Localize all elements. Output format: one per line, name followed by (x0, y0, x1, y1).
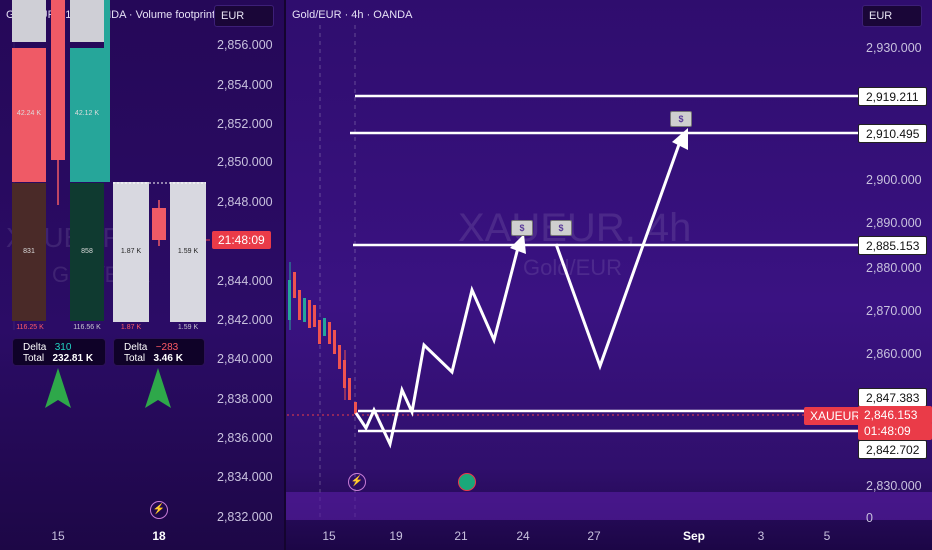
main-chart-panel[interactable] (286, 0, 932, 550)
right-chart-title: Gold/EUR · 4h · OANDA (292, 9, 413, 21)
right-watermark-symbol: XAUEUR, 4h (458, 206, 692, 250)
lightning-icon[interactable]: ⚡ (348, 473, 366, 491)
left-price-label: 2,836.000 (217, 431, 273, 445)
level-label-3[interactable]: 2,885.153 (858, 236, 928, 255)
right-price-label: 2,900.000 (866, 173, 922, 187)
fp-c2-total: 116.56 K (73, 324, 101, 331)
right-date-label: 19 (389, 529, 403, 543)
fp-c3-total-right: 1.59 K (177, 324, 199, 331)
left-date-label: 18 (152, 529, 166, 543)
lightning-icon[interactable]: ⚡ (150, 501, 168, 519)
fp-c1-red (12, 48, 46, 182)
candles-4h (288, 262, 357, 414)
footprint-candles (12, 0, 210, 475)
money-icon[interactable]: $ (670, 111, 692, 127)
right-date-label: 21 (454, 529, 468, 543)
right-price-label: 2,890.000 (866, 216, 922, 230)
right-price-label: 2,880.000 (866, 261, 922, 275)
level-label-1[interactable]: 2,919.211 (858, 87, 927, 106)
right-watermark-name: Gold/EUR (523, 255, 623, 280)
level-label-2[interactable]: 2,910.495 (858, 124, 928, 143)
level-label-5[interactable]: 2,842.702 (858, 440, 928, 459)
right-date-label: 15 (322, 529, 336, 543)
left-price-label: 2,850.000 (217, 155, 273, 169)
right-date-label: 3 (757, 529, 765, 543)
fp-c1-total: 116.25 K (16, 324, 44, 331)
left-price-label: 2,852.000 (217, 117, 273, 131)
left-price-label: 2,842.000 (217, 313, 273, 327)
fp-c3-left-value: 1.87 K (120, 248, 142, 255)
right-price-label: 2,930.000 (866, 41, 922, 55)
fp-c2-top-gray (70, 0, 104, 42)
right-date-label: 24 (516, 529, 530, 543)
left-price-label: 2,840.000 (217, 352, 273, 366)
fp-c2-bottom-value: 858 (81, 248, 93, 255)
fp-c3-right-value: 1.59 K (177, 248, 199, 255)
left-price-label: 2,848.000 (217, 195, 273, 209)
left-price-label: 2,854.000 (217, 78, 273, 92)
fp-c1-body (51, 0, 65, 160)
fp-c2-top-value: 42.12 K (74, 110, 100, 117)
fp-c3-left (113, 182, 149, 322)
right-price-label: 0 (866, 511, 873, 525)
right-date-label: 5 (823, 529, 831, 543)
right-price-label: 2,870.000 (866, 304, 922, 318)
fp-c1-dark (12, 183, 46, 321)
left-date-label: 15 (51, 529, 65, 543)
up-arrow-2 (145, 368, 171, 475)
left-price-label: 2,856.000 (217, 38, 273, 52)
summary-box-2: Delta −283 Total 3.46 K (113, 338, 205, 366)
fp-c1-bottom-value: 831 (23, 248, 35, 255)
right-price-label: 2,860.000 (866, 347, 922, 361)
right-price-label: 2,830.000 (866, 479, 922, 493)
right-currency-button[interactable]: EUR (862, 5, 922, 27)
left-countdown-tag: 21:48:09 (212, 231, 271, 249)
left-price-label: 2,832.000 (217, 510, 273, 524)
panel-divider[interactable] (284, 0, 286, 550)
last-price-tag: 2,846.153 (858, 406, 932, 424)
fp-c1-top-gray (12, 0, 46, 42)
right-countdown-tag: 01:48:09 (858, 422, 932, 440)
right-date-label: 27 (587, 529, 601, 543)
level-label-4[interactable]: 2,847.383 (858, 388, 928, 407)
fp-c1-top-value: 42.24 K (16, 110, 42, 117)
up-arrow-1 (45, 368, 71, 475)
money-icon[interactable]: $ (550, 220, 572, 236)
fp-c2-dark (70, 183, 104, 321)
left-currency-button[interactable]: EUR (214, 5, 274, 27)
fp-c3-right (170, 182, 206, 322)
left-price-label: 2,834.000 (217, 470, 273, 484)
left-price-label: 2,844.000 (217, 274, 273, 288)
left-price-label: 2,838.000 (217, 392, 273, 406)
symbol-tag: XAUEUR (804, 407, 867, 425)
right-date-label: Sep (682, 529, 706, 543)
summary-box-1: Delta 310 Total 232.81 K (12, 338, 106, 366)
fp-c3-total-left: 1.87 K (120, 324, 142, 331)
money-icon[interactable]: $ (511, 220, 533, 236)
fp-c2-green (70, 48, 104, 182)
fp-c2-body (104, 0, 110, 182)
earnings-icon[interactable] (458, 473, 476, 491)
